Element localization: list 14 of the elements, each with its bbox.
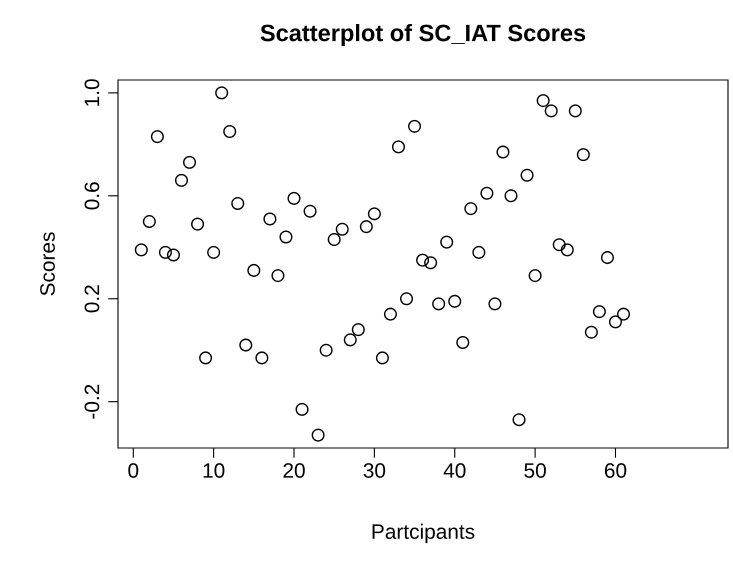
x-axis-title: Partcipants — [372, 524, 474, 544]
x-tick-label: 0 — [128, 463, 138, 478]
x-tick-label: 30 — [364, 463, 386, 478]
y-tick-label: 0.2 — [84, 285, 100, 312]
x-tick-label: 50 — [524, 463, 546, 478]
x-tick-label: 20 — [283, 463, 305, 478]
y-tick-label: -0.2 — [84, 384, 100, 419]
chart-title: Scatterplot of SC_IAT Scores — [260, 24, 586, 46]
y-tick-label: 1.0 — [84, 79, 100, 106]
y-tick-label: 0.6 — [84, 182, 100, 210]
x-tick-label: 10 — [204, 463, 224, 478]
x-tick-label: 40 — [444, 463, 466, 478]
x-tick-label: 60 — [604, 463, 626, 478]
y-axis-title: Scores — [40, 232, 55, 296]
